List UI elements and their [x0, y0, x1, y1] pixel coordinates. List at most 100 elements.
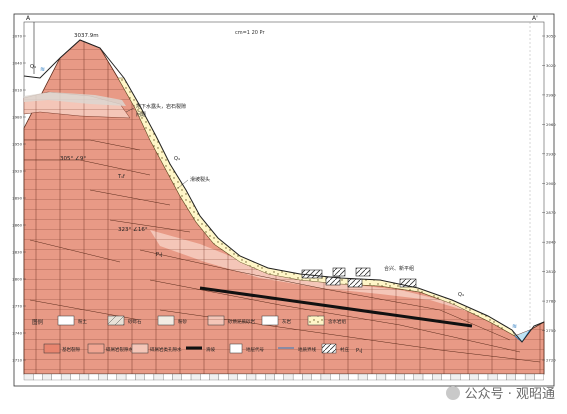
strata-lines	[24, 139, 541, 363]
right-axis-tick-label: 2810	[546, 269, 556, 274]
anno-q4-a: Q₄	[30, 64, 36, 70]
ruler-cell	[70, 373, 80, 381]
ruler-cell	[339, 373, 349, 381]
right-axis-tick-label: 2990	[546, 92, 556, 97]
left-axis-tick-label: 2830	[12, 250, 22, 255]
ruler-cell	[506, 373, 516, 381]
left-elevation-axis: 3070 3040 3010 2980 2950 2920 2890 2860 2830 2800…	[12, 34, 26, 363]
ruler-cell	[107, 373, 117, 381]
ruler-cell	[469, 373, 479, 381]
ruler-cell	[200, 373, 210, 381]
right-axis-tick-label: 2870	[546, 210, 556, 215]
right-axis-tick-label: 2750	[546, 328, 556, 333]
ruler-cell	[228, 373, 238, 381]
ruler-cell	[376, 373, 387, 381]
ruler-cell	[460, 373, 470, 381]
ground-surface	[23, 39, 545, 343]
ruler-cell	[292, 373, 303, 381]
ruler-cell	[274, 373, 284, 381]
right-axis-tick-label: 3050	[546, 34, 556, 39]
ruler-cell	[209, 373, 220, 381]
legend-item-1: 砂砾石	[128, 318, 142, 325]
ruler-cell	[330, 373, 340, 381]
ruler-cell	[265, 373, 275, 381]
ruler-cell	[367, 373, 377, 381]
right-axis-tick-label: 2900	[546, 181, 556, 186]
left-axis-tick-label: 3010	[12, 88, 22, 93]
anno-dip1: 305° ∠9°	[60, 155, 86, 162]
line-code-left: A	[26, 15, 31, 22]
legend-row2-1: 碎屑岩裂隙水	[106, 346, 133, 353]
ruler-cell	[153, 373, 164, 381]
ruler-cell	[255, 373, 266, 381]
ruler-cell	[246, 373, 257, 381]
anno-aquifer-top: 地下水露头，岩石裂隙	[136, 103, 186, 110]
ruler-cell	[385, 373, 396, 381]
right-axis-tick-label: 2960	[546, 122, 556, 127]
left-axis-tick-label: 2740	[12, 331, 22, 336]
anno-q4-c: Q₄	[458, 292, 464, 298]
gray-band-upper	[24, 92, 126, 106]
ruler-cell	[302, 373, 312, 381]
wechat-icon	[445, 385, 460, 400]
peak-label: 3037.9m	[74, 33, 99, 39]
ruler-cell	[181, 373, 192, 381]
ruler-cell	[283, 373, 294, 381]
ruler-cell	[395, 373, 405, 381]
legend-row2-6: 村庄	[340, 346, 349, 353]
ruler-cell	[357, 373, 368, 381]
ruler-cell	[98, 373, 108, 381]
legend-row2-5: 地质界线	[298, 346, 316, 353]
black-marker-line	[199, 286, 473, 328]
anno-aquifer-top2: 问题	[136, 111, 146, 118]
ruler-cell	[432, 373, 442, 381]
ruler-cell	[79, 373, 90, 381]
watermark: 公众号 · 观昭通	[445, 383, 555, 402]
legend-item-2: 粉砂	[178, 318, 187, 325]
legend-row2-0: 基岩裂隙	[62, 346, 80, 353]
anno-slope-note: 滑坡裂头	[190, 176, 210, 183]
ruler-cell	[441, 373, 452, 381]
left-axis-tick-label: 2950	[12, 142, 22, 147]
ruler-cell	[515, 373, 526, 381]
ruler-cell	[172, 373, 182, 381]
water-marker-left: ≋	[40, 66, 45, 73]
legend-title: 图例	[32, 318, 44, 326]
left-axis-tick-label: 2920	[12, 169, 22, 174]
ruler-cell	[422, 373, 433, 381]
ruler-cell	[320, 373, 331, 381]
bedrock-light-band-slope	[150, 230, 470, 312]
bottom-distance-ruler	[23, 373, 544, 381]
right-axis-tick-label: 2720	[546, 358, 556, 363]
legend-row2-4: 地层代号	[246, 346, 264, 353]
water-marker-right: ≋	[512, 323, 517, 330]
ruler-cell	[311, 373, 322, 381]
ruler-cell	[478, 373, 489, 381]
ruler-cell	[534, 373, 544, 381]
left-axis-tick-label: 2770	[12, 304, 22, 309]
ruler-cell	[348, 373, 359, 381]
left-axis-tick-label: 3070	[12, 34, 22, 39]
legend-row2-2: 碎屑岩类孔隙水	[150, 346, 182, 353]
ruler-cell	[218, 373, 229, 381]
ruler-cell	[135, 373, 145, 381]
anno-q4-b: Q₄	[174, 156, 180, 162]
ruler-cell	[450, 373, 461, 381]
ruler-cell	[23, 373, 34, 381]
anno-village: 合兴、新平组	[384, 265, 414, 272]
ruler-cell	[51, 373, 62, 381]
right-axis-tick-label: 3020	[546, 63, 556, 68]
ruler-cell	[413, 373, 424, 381]
watermark-text: 公众号 · 观昭通	[464, 387, 555, 402]
legend: 图例 粉土 砂砾石 粉砂 砂质泥质砂岩 灰岩 含水岩组 基岩裂隙 碎屑岩裂隙水 …	[32, 315, 349, 354]
legend-item-5: 含水岩组	[328, 318, 346, 325]
scale-label: cm=1 20 Pr	[235, 30, 265, 36]
right-elevation-axis: 3050 3020 2990 2960 2930 2900 2870 2840 2810 2780…	[542, 34, 556, 363]
line-code-right: A'	[532, 15, 538, 22]
village-buildings	[301, 267, 417, 288]
ruler-cell	[190, 373, 201, 381]
ruler-cell	[524, 373, 535, 381]
right-axis-tick-label: 2780	[546, 299, 556, 304]
